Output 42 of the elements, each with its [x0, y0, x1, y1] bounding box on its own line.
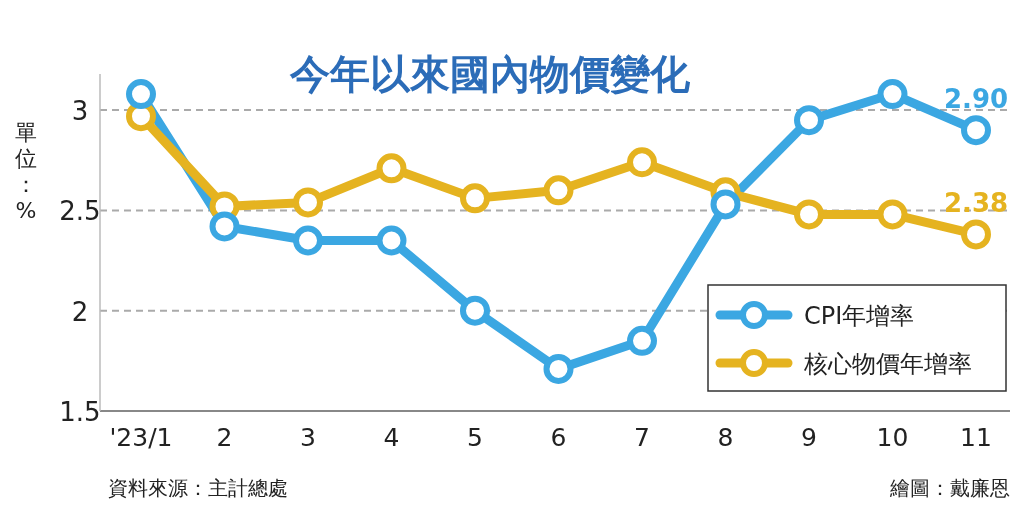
x-tick-label: 2	[216, 423, 233, 452]
point	[961, 115, 991, 146]
x-tick-label: 4	[383, 423, 400, 452]
point	[460, 183, 490, 214]
y-tick-label: 1.5	[59, 397, 101, 427]
point	[877, 199, 908, 230]
point	[126, 79, 156, 110]
x-tick-label: 10	[876, 423, 909, 452]
text: 繪圖：戴廉恩	[889, 476, 1010, 500]
y-tick-label: 2.5	[59, 196, 101, 227]
x-tick-label: 7	[634, 423, 650, 452]
data-label: 2.90	[943, 84, 1009, 115]
point	[543, 353, 574, 384]
y-tick-label: 2	[71, 296, 89, 327]
legend-label: CPI年增率	[804, 302, 915, 330]
x-tick-label: 5	[467, 423, 483, 452]
point	[961, 219, 991, 250]
point	[710, 189, 741, 220]
point	[794, 105, 824, 136]
legend-label: 核心物價年增率	[803, 350, 972, 378]
source-note: 資料來源：主計總處	[108, 476, 288, 500]
point	[543, 175, 574, 206]
x-tick-label: 11	[960, 423, 992, 452]
x-tick-label: 9	[801, 423, 817, 452]
x-tick-label: 8	[717, 423, 734, 452]
chart-title: 今年以來國內物價變化	[289, 51, 691, 97]
point	[376, 153, 407, 184]
point	[627, 325, 657, 356]
point	[209, 211, 240, 242]
x-tick-label: 3	[300, 423, 316, 452]
x-tick-label: '23/1	[109, 423, 173, 452]
point	[794, 199, 824, 230]
x-tick-label: 6	[550, 423, 567, 452]
y-axis-title: 單位：%	[15, 120, 37, 223]
data-label: 2.38	[943, 188, 1009, 219]
point	[627, 147, 657, 178]
point	[376, 225, 407, 256]
point	[460, 295, 490, 326]
point	[877, 79, 908, 110]
point	[293, 225, 323, 256]
y-tick-label: 3	[71, 96, 89, 127]
point	[293, 187, 323, 218]
